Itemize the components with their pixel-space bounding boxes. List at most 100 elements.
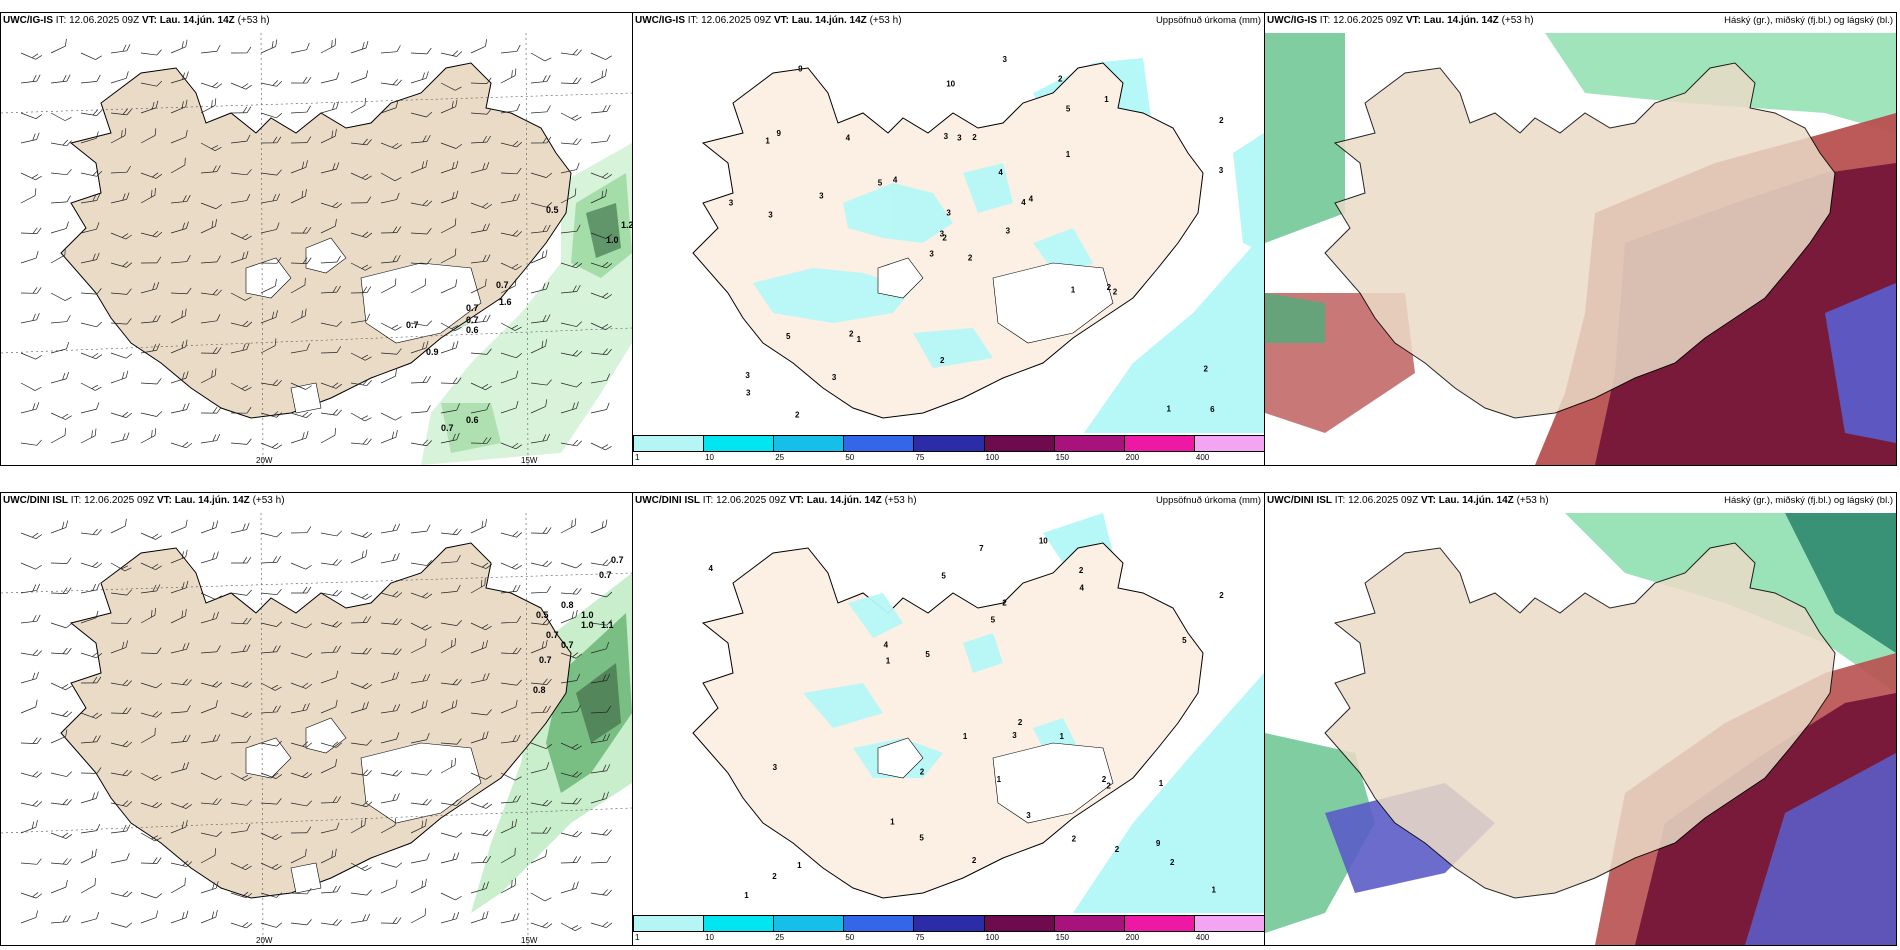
wind-value-label: 1.2	[621, 220, 632, 230]
precip-panel-row2: UWC/DINI ISL IT: 12.06.2025 09Z VT: Lau.…	[632, 492, 1265, 946]
wind-barb	[380, 192, 400, 204]
wind-barb	[230, 799, 252, 806]
precip-value-label: 2	[972, 856, 977, 865]
precip-value-label: 9	[1156, 839, 1161, 848]
wind-barb	[20, 352, 42, 360]
wind-barb	[290, 136, 312, 144]
wind-barb	[230, 134, 251, 144]
wind-barb	[20, 402, 40, 414]
lon-label-15w: 15W	[521, 456, 538, 465]
wind-barb	[290, 682, 313, 689]
wind-barb	[80, 712, 103, 719]
wind-barb	[470, 709, 492, 716]
wind-barb	[320, 409, 342, 416]
wind-barb	[140, 772, 162, 781]
wind-barb	[290, 919, 312, 926]
wind-barb	[20, 132, 40, 144]
wind-barb	[500, 278, 517, 294]
wind-barb	[560, 609, 578, 624]
wind-barb	[320, 201, 343, 209]
colorbar-label: 10	[705, 933, 715, 942]
wind-barb	[290, 887, 312, 895]
wind-barb	[140, 801, 163, 809]
wind-barb	[350, 438, 372, 445]
wind-barb	[20, 820, 38, 834]
wind-barb	[590, 402, 610, 414]
wind-barb	[230, 169, 252, 176]
wind-barb	[530, 136, 552, 144]
wind-barb	[140, 727, 156, 744]
precip-value-label: 5	[1066, 104, 1071, 113]
precip-value-label: 4	[1021, 198, 1026, 207]
wind-barb	[110, 192, 130, 204]
wind-barb	[50, 557, 72, 564]
wind-barb	[230, 522, 250, 534]
wind-barb	[260, 278, 277, 294]
wind-barb	[110, 800, 133, 807]
wind-barb	[560, 382, 583, 388]
vt-label: VT:	[1405, 15, 1421, 26]
colorbar-segment	[633, 915, 705, 932]
wind-barb	[110, 370, 129, 384]
wind-barb	[20, 250, 39, 264]
wind-barb	[200, 289, 222, 296]
colorbar-segment	[983, 915, 1055, 932]
wind-barb	[20, 614, 41, 624]
wind-barb	[590, 292, 613, 299]
wind-barb	[410, 375, 431, 384]
wind-barb	[80, 222, 100, 234]
wind-barb	[560, 830, 583, 838]
wind-barb	[50, 520, 69, 534]
wind-barb	[80, 52, 102, 60]
wind-barb	[80, 676, 102, 684]
wind-value-label: 0.9	[426, 347, 439, 357]
vt-label: VT:	[156, 495, 172, 506]
wind-barb	[290, 226, 312, 234]
wind-barb	[290, 343, 310, 354]
wind-barb	[320, 589, 343, 597]
wind-barb	[500, 647, 522, 655]
wind-barb	[590, 889, 612, 896]
precip-value-label: 1	[797, 861, 802, 870]
wind-barb	[20, 910, 39, 924]
wind-barbs	[20, 518, 613, 931]
wind-barb	[410, 638, 427, 654]
wind-barb	[380, 862, 403, 868]
wind-barb	[560, 77, 582, 84]
lead-time: (+53 h)	[1516, 495, 1549, 506]
wind-barb	[260, 645, 281, 654]
wind-barb	[200, 611, 219, 624]
wind-barb	[50, 112, 72, 121]
wind-barb	[440, 142, 463, 149]
colorbar-label: 75	[915, 453, 925, 462]
glaciers	[877, 257, 1114, 344]
wind-barb	[80, 382, 102, 391]
wind-barb	[470, 731, 489, 744]
wind-barb	[170, 221, 189, 234]
wind-barb	[470, 162, 490, 174]
wind-barb	[50, 38, 67, 54]
wind-barb	[110, 352, 133, 359]
wind-barb	[530, 74, 551, 84]
vt-value: Lau. 14.jún. 14Z	[1423, 15, 1499, 26]
wind-barb	[500, 167, 522, 175]
wind-barb	[80, 911, 100, 924]
wind-barb	[50, 915, 71, 924]
wind-value-label: 0.5	[536, 610, 549, 620]
wind-barb	[140, 607, 156, 624]
wind-barb	[470, 829, 492, 837]
precip-value-label: 2	[1219, 591, 1224, 600]
wind-barb	[320, 919, 342, 926]
colorbar-segment	[843, 435, 915, 452]
precip-value-label: 2	[1002, 599, 1007, 608]
wind-barb	[200, 848, 217, 864]
wind-barb	[230, 342, 250, 354]
precip-value-label: 2	[1058, 74, 1063, 83]
wind-barb	[290, 622, 313, 629]
colorbar-label: 75	[915, 933, 925, 942]
wind-barb	[230, 106, 252, 114]
wind-barb	[560, 224, 581, 234]
wind-barb	[110, 432, 130, 444]
wind-barb	[260, 257, 282, 264]
precip-value-label: 3	[946, 209, 951, 218]
